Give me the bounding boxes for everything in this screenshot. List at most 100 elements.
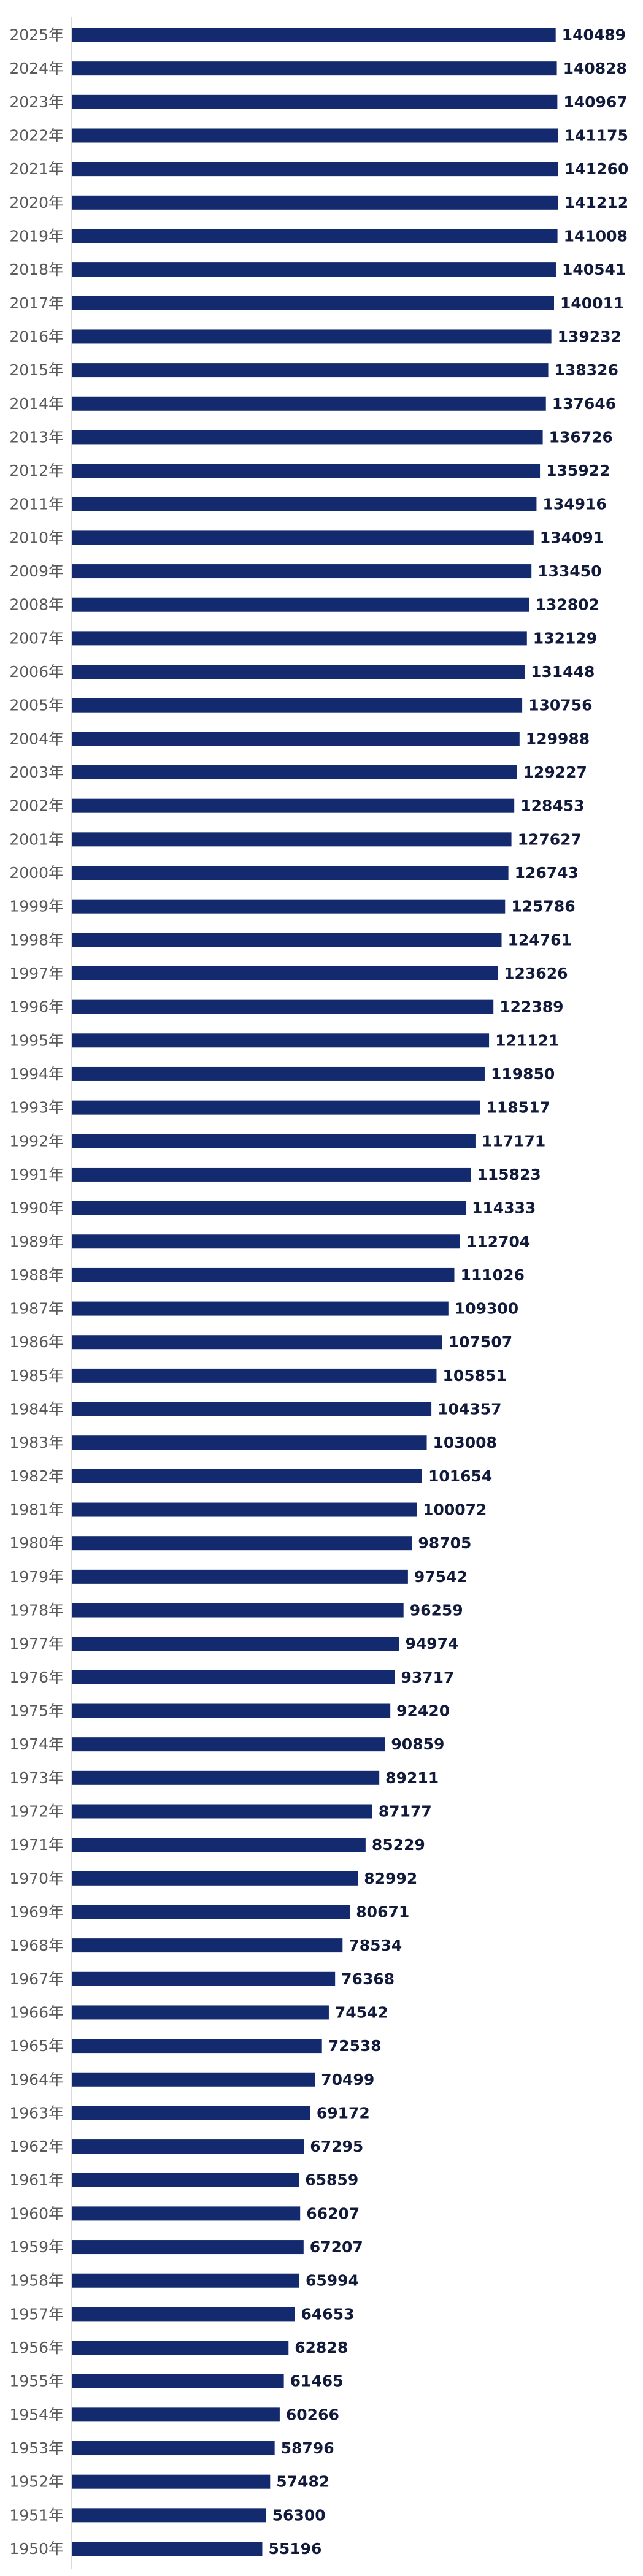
bar-row: 1988年 111026 xyxy=(9,1266,524,1284)
bar-row: 2018年 140541 xyxy=(9,261,626,278)
bar-value-label: 74542 xyxy=(335,2003,388,2021)
category-tick-label: 1965年 xyxy=(9,2037,64,2055)
bar-value-label: 138326 xyxy=(555,361,618,379)
bar-value-label: 141175 xyxy=(564,126,628,144)
bar-row: 1977年 94974 xyxy=(9,1635,458,1653)
bar-row: 1955年 61465 xyxy=(9,2372,343,2390)
bar-value-label: 126743 xyxy=(515,864,579,882)
category-tick-label: 2017年 xyxy=(9,294,64,312)
bar xyxy=(72,1838,366,1852)
category-tick-label: 1975年 xyxy=(9,1702,64,1720)
bar-row: 1980年 98705 xyxy=(9,1534,471,1552)
bar-value-label: 78534 xyxy=(348,1936,402,1954)
bar-row: 1985年 105851 xyxy=(9,1367,506,1385)
bar-value-label: 140541 xyxy=(562,261,626,278)
bar-value-label: 132802 xyxy=(536,596,599,614)
category-tick-label: 2018年 xyxy=(9,261,64,278)
bar xyxy=(72,2542,263,2556)
category-tick-label: 2007年 xyxy=(9,629,64,647)
category-tick-label: 2013年 xyxy=(9,428,64,446)
bar-value-label: 97542 xyxy=(414,1568,468,1586)
bar-value-label: 140489 xyxy=(562,26,626,44)
bar xyxy=(72,396,546,411)
category-tick-label: 1984年 xyxy=(9,1401,64,1418)
bar-row: 1997年 123626 xyxy=(9,965,568,982)
bar-value-label: 128453 xyxy=(520,797,584,815)
bar-row: 1954年 60266 xyxy=(9,2406,339,2423)
bar-row: 1974年 90859 xyxy=(9,1735,444,1753)
bar xyxy=(72,2106,310,2120)
bar xyxy=(72,1134,476,1148)
bar xyxy=(72,698,523,713)
bar xyxy=(72,464,541,478)
bar-row: 2021年 141260 xyxy=(9,160,628,178)
bar-value-label: 101654 xyxy=(428,1467,492,1485)
bar xyxy=(72,162,558,177)
bar-row: 2005年 130756 xyxy=(9,697,592,714)
bar xyxy=(72,1201,466,1215)
category-tick-label: 2022年 xyxy=(9,126,64,144)
category-tick-label: 1998年 xyxy=(9,931,64,949)
bar-value-label: 67295 xyxy=(310,2138,363,2155)
bar-row: 1998年 124761 xyxy=(9,931,571,949)
bar-row: 2022年 141175 xyxy=(9,126,628,144)
bar-value-label: 132129 xyxy=(533,629,597,647)
bar-row: 1983年 103008 xyxy=(9,1434,497,1451)
category-tick-label: 1993年 xyxy=(9,1099,64,1117)
bar xyxy=(72,1402,432,1416)
bar-row: 1950年 55196 xyxy=(9,2540,322,2558)
bar xyxy=(72,1100,480,1115)
bar-value-label: 121121 xyxy=(495,1031,559,1049)
bar-row: 1964年 70499 xyxy=(9,2071,374,2089)
bar-row: 1957年 64653 xyxy=(9,2305,354,2323)
bar-row: 2020年 141212 xyxy=(9,194,628,212)
bar-value-label: 109300 xyxy=(455,1300,518,1318)
bar xyxy=(72,1502,417,1517)
bar-value-label: 140011 xyxy=(560,294,624,312)
category-tick-label: 2024年 xyxy=(9,59,64,77)
bar-value-label: 65859 xyxy=(305,2171,358,2189)
bar xyxy=(72,899,506,914)
bar-value-label: 117171 xyxy=(482,1132,545,1150)
bar-row: 1971年 85229 xyxy=(9,1836,425,1854)
bar xyxy=(72,1770,380,1785)
category-tick-label: 1952年 xyxy=(9,2473,64,2491)
bar-row: 1960年 66207 xyxy=(9,2204,360,2222)
bar-value-label: 96259 xyxy=(410,1602,463,1619)
category-tick-label: 1991年 xyxy=(9,1166,64,1183)
bar xyxy=(72,2341,289,2355)
bar-value-label: 56300 xyxy=(272,2506,326,2524)
bar-row: 1963年 69172 xyxy=(9,2104,369,2122)
bar-row: 1967年 76368 xyxy=(9,1970,395,1988)
bar-value-label: 98705 xyxy=(418,1534,471,1552)
category-tick-label: 1966年 xyxy=(9,2003,64,2021)
bar-row: 2008年 132802 xyxy=(9,596,599,614)
bar xyxy=(72,2441,275,2456)
bar-value-label: 141008 xyxy=(564,227,628,245)
category-tick-label: 1967年 xyxy=(9,1970,64,1988)
category-tick-label: 1982年 xyxy=(9,1467,64,1485)
category-tick-label: 1962年 xyxy=(9,2138,64,2155)
bar xyxy=(72,1905,350,1919)
category-tick-label: 1951年 xyxy=(9,2506,64,2524)
bar-row: 1992年 117171 xyxy=(9,1132,545,1150)
bar xyxy=(72,1335,442,1350)
bar-value-label: 82992 xyxy=(364,1870,417,1887)
bar-value-label: 66207 xyxy=(306,2204,360,2222)
bar xyxy=(72,631,527,646)
bar-value-label: 65994 xyxy=(306,2272,359,2290)
bar xyxy=(72,866,509,880)
category-tick-label: 1977年 xyxy=(9,1635,64,1653)
bar xyxy=(72,933,502,947)
bar-value-label: 134091 xyxy=(540,529,604,546)
bar-row: 2009年 133450 xyxy=(9,562,601,580)
category-tick-label: 2011年 xyxy=(9,495,64,513)
bar xyxy=(72,2139,304,2154)
bar-value-label: 137646 xyxy=(552,395,616,413)
bar xyxy=(72,2240,304,2255)
bar xyxy=(72,2407,280,2422)
bar xyxy=(72,2307,295,2322)
bar-value-label: 70499 xyxy=(321,2071,374,2089)
bar-value-label: 122389 xyxy=(499,998,563,1016)
bar xyxy=(72,1603,404,1618)
